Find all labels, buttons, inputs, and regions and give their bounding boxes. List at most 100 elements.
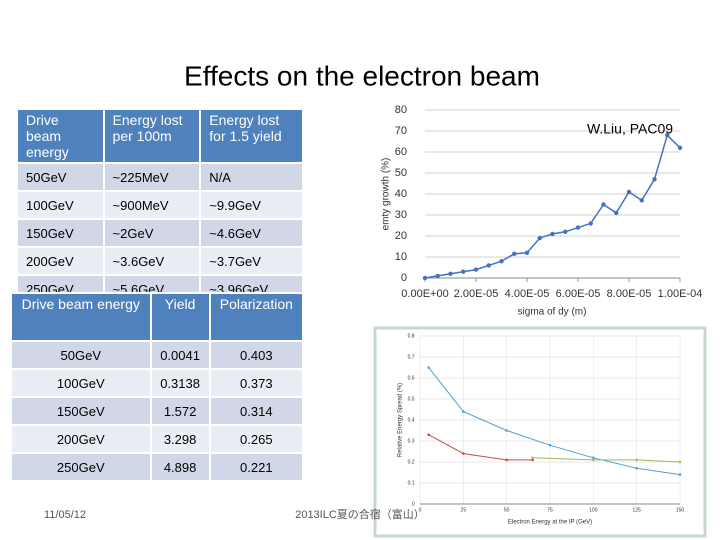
data-point bbox=[652, 177, 657, 182]
x-tick-label: 0.00E+00 bbox=[401, 288, 448, 300]
data-point bbox=[531, 458, 534, 462]
y-tick-label: 0.5 bbox=[408, 396, 415, 402]
chart2-frame bbox=[373, 326, 707, 538]
data-point bbox=[505, 429, 508, 432]
data-point bbox=[427, 366, 430, 369]
y-tick-label: 0.1 bbox=[408, 480, 415, 486]
data-point bbox=[427, 433, 430, 437]
y-tick-label: 50 bbox=[395, 167, 407, 179]
data-point bbox=[512, 251, 517, 257]
y-tick-label: 10 bbox=[395, 251, 407, 263]
header-cell: Polarization bbox=[208, 292, 305, 342]
data-point bbox=[678, 473, 682, 476]
table-cell: 200GeV bbox=[16, 246, 105, 276]
header-cell: Yield bbox=[149, 292, 211, 342]
data-point bbox=[588, 221, 593, 226]
y-tick-label: 20 bbox=[395, 230, 407, 242]
header-row: Drive beam energy Yield Polarization bbox=[10, 292, 305, 342]
data-point bbox=[677, 145, 683, 150]
series-line bbox=[428, 434, 533, 461]
table-row: 150GeV ~2GeV ~4.6GeV bbox=[16, 218, 304, 248]
x-tick-label: 6.00E-05 bbox=[556, 288, 601, 300]
data-point bbox=[435, 273, 440, 279]
x-tick-label: 4.00E-05 bbox=[505, 288, 550, 300]
footer-event: 2013ILC夏の合宿（富山） bbox=[295, 507, 425, 521]
footer-date: 11/05/12 bbox=[44, 509, 86, 521]
table-cell: ~225MeV bbox=[102, 162, 202, 192]
table-cell: 100GeV bbox=[10, 368, 152, 398]
data-point bbox=[461, 269, 466, 274]
table-cell: 1.572 bbox=[149, 396, 211, 426]
annotation: W.Liu, PAC09 bbox=[587, 121, 673, 137]
data-point bbox=[531, 456, 534, 460]
table-cell: 0.221 bbox=[208, 452, 305, 482]
table-cell: 50GeV bbox=[16, 162, 105, 192]
data-point bbox=[626, 189, 632, 195]
data-point bbox=[462, 452, 465, 455]
y-axis-label: emty growth (%) bbox=[381, 158, 392, 231]
y-tick-label: 70 bbox=[395, 125, 407, 137]
data-point bbox=[462, 410, 465, 413]
x-tick-label: 1.00E-04 bbox=[658, 288, 703, 300]
header-cell: Drive beam energy bbox=[16, 108, 105, 164]
table-cell: ~3.7GeV bbox=[199, 246, 304, 276]
y-tick-label: 0 bbox=[401, 272, 407, 284]
table-cell: ~2GeV bbox=[102, 218, 202, 248]
table-cell: ~900MeV bbox=[102, 190, 202, 220]
table-row: 100GeV 0.3138 0.373 bbox=[10, 368, 305, 398]
table-row: 50GeV 0.0041 0.403 bbox=[10, 340, 305, 370]
table-cell: 150GeV bbox=[16, 218, 105, 248]
data-point bbox=[635, 467, 638, 470]
y-tick-label: 0 bbox=[412, 501, 415, 507]
table-cell: 100GeV bbox=[16, 190, 105, 220]
header-cell: Energy lost for 1.5 yield bbox=[199, 108, 304, 164]
table-cell: 250GeV bbox=[10, 452, 152, 482]
yield-table: Drive beam energy Yield Polarization 50GeV 0… bbox=[10, 292, 305, 482]
x-tick-label: 8.00E-05 bbox=[607, 288, 652, 300]
x-tick-label: 50 bbox=[504, 507, 510, 513]
table-cell: N/A bbox=[199, 162, 304, 192]
data-point bbox=[592, 456, 595, 460]
data-point bbox=[548, 443, 552, 447]
y-tick-label: 80 bbox=[395, 104, 407, 116]
x-tick-label: 125 bbox=[632, 507, 641, 513]
data-point bbox=[575, 225, 581, 230]
table-cell: 0.403 bbox=[208, 340, 305, 370]
data-point bbox=[486, 263, 491, 268]
x-tick-label: 75 bbox=[547, 507, 553, 513]
data-point bbox=[473, 267, 479, 272]
energy-loss-table: Drive beam energy Energy lost per 100m Ene… bbox=[16, 108, 304, 304]
x-tick-label: 25 bbox=[461, 507, 467, 513]
data-point bbox=[537, 235, 542, 241]
data-point bbox=[422, 275, 428, 281]
table-cell: 50GeV bbox=[10, 340, 152, 370]
table-cell: 4.898 bbox=[149, 452, 211, 482]
x-tick-label: 2.00E-05 bbox=[454, 288, 499, 300]
header-cell: Drive beam energy bbox=[10, 292, 152, 342]
data-point bbox=[505, 458, 508, 462]
table-cell: 0.3138 bbox=[149, 368, 211, 398]
y-axis-label: Relative Energy Spread (%) bbox=[398, 383, 404, 457]
y-tick-label: 0.3 bbox=[408, 438, 415, 444]
table-cell: ~3.6GeV bbox=[102, 246, 202, 276]
data-point bbox=[550, 231, 555, 237]
data-point bbox=[665, 133, 670, 138]
y-tick-label: 0.2 bbox=[408, 459, 415, 465]
x-axis-label: Electron Energy at the IP (GeV) bbox=[508, 520, 592, 526]
data-point bbox=[499, 259, 504, 264]
x-axis-label: sigma of dy (m) bbox=[518, 307, 587, 318]
table-row: 200GeV ~3.6GeV ~3.7GeV bbox=[16, 246, 304, 276]
data-point bbox=[639, 198, 644, 203]
table-cell: 0.314 bbox=[208, 396, 305, 426]
y-tick-label: 0.8 bbox=[408, 333, 415, 339]
table-row: 150GeV 1.572 0.314 bbox=[10, 396, 305, 426]
x-tick-label: 150 bbox=[676, 507, 685, 513]
table-cell: ~9.9GeV bbox=[199, 190, 304, 220]
data-point bbox=[563, 229, 568, 234]
table-cell: 200GeV bbox=[10, 424, 152, 454]
slide-title: Effects on the electron beam bbox=[184, 60, 540, 91]
data-point bbox=[524, 250, 530, 255]
data-point bbox=[614, 210, 619, 216]
